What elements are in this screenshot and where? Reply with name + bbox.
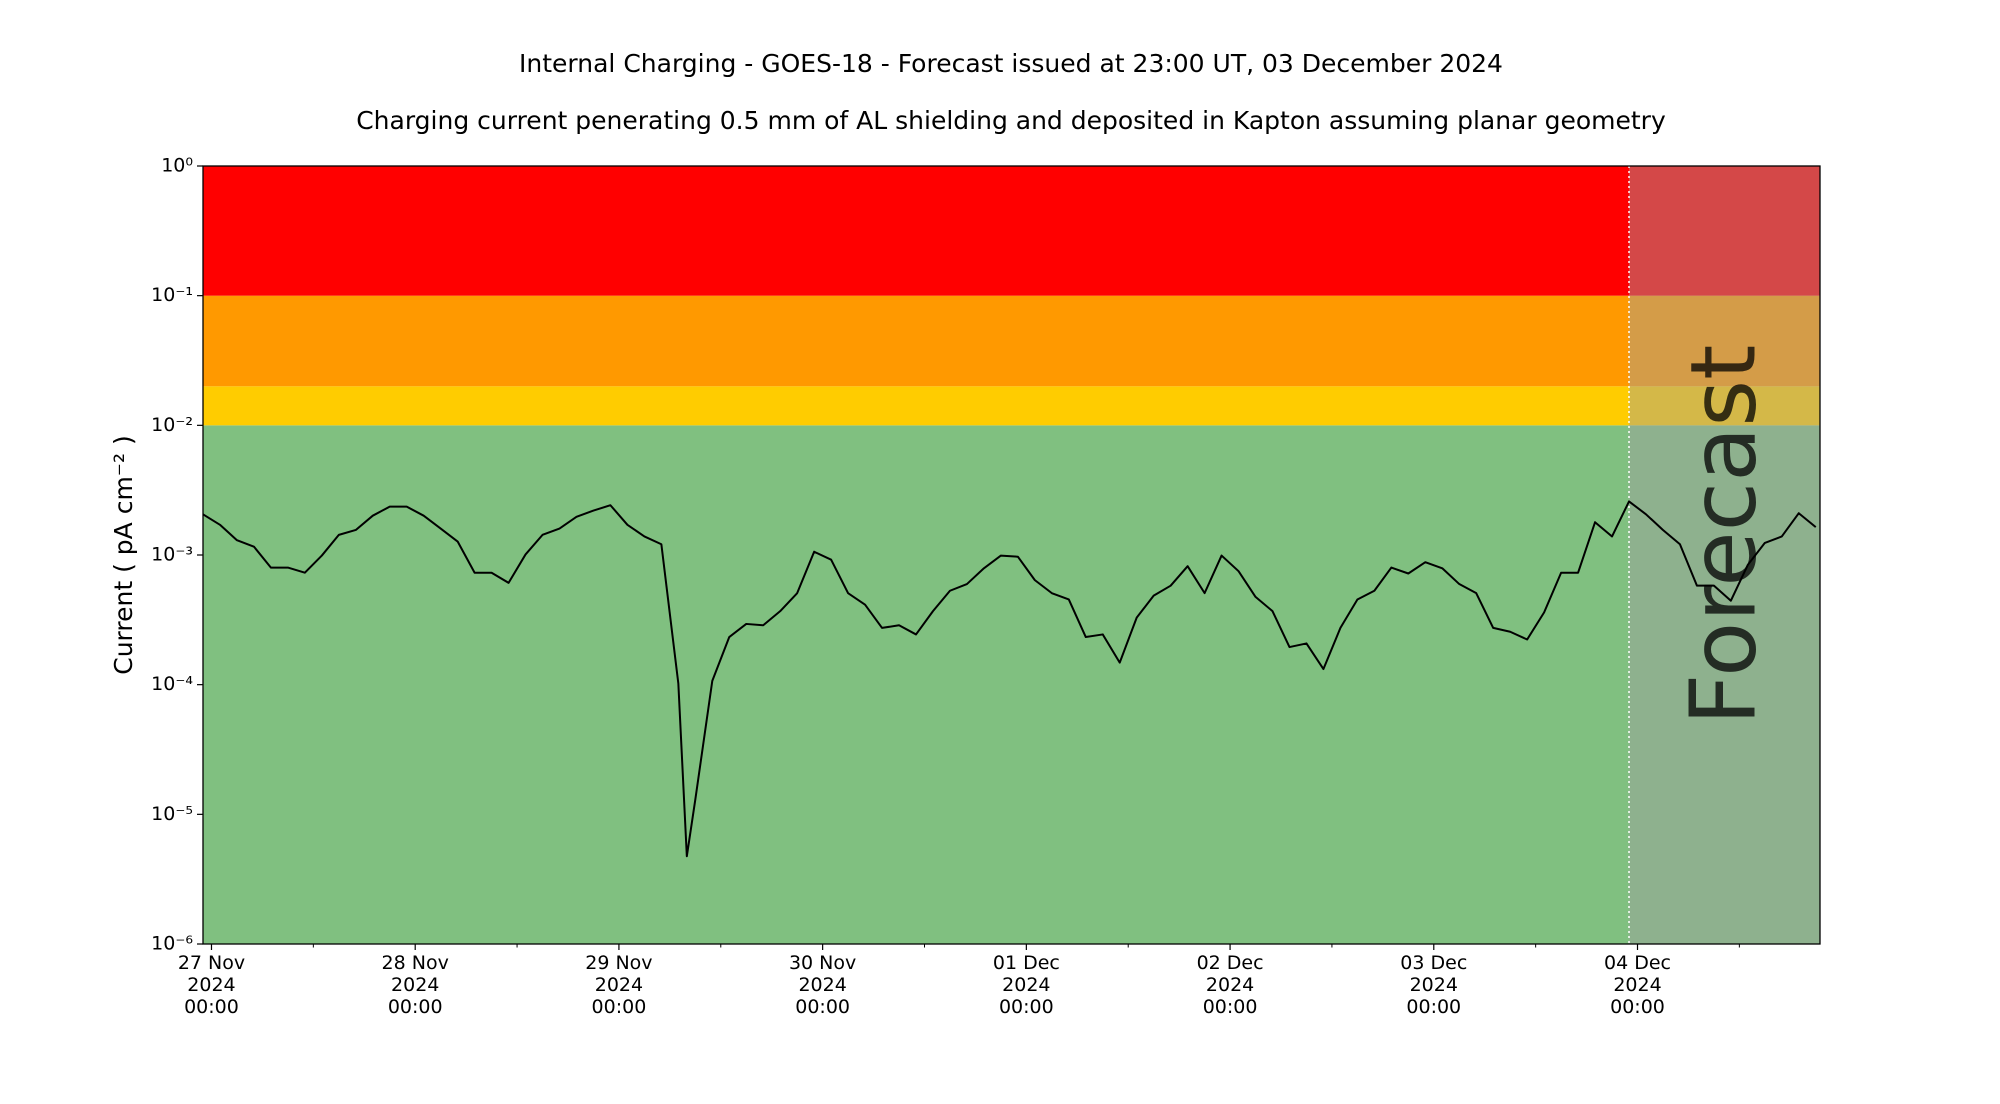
risk-zone: [203, 425, 1820, 944]
y-tick-label: 10⁻⁶: [151, 933, 193, 955]
chart-title: Internal Charging - GOES-18 - Forecast i…: [519, 49, 1503, 78]
y-tick-label: 10⁻¹: [151, 284, 193, 306]
x-tick-label: 28 Nov 2024 00:00: [382, 952, 449, 1018]
y-tick-label: 10⁻⁵: [151, 803, 193, 825]
forecast-label: Forecast: [1671, 345, 1776, 726]
risk-zone: [203, 166, 1820, 296]
x-tick-label: 30 Nov 2024 00:00: [789, 952, 856, 1018]
y-tick-label: 10⁻²: [151, 414, 193, 436]
y-tick-label: 10⁻⁴: [151, 673, 193, 695]
x-tick-label: 27 Nov 2024 00:00: [178, 952, 245, 1018]
x-tick-label: 01 Dec 2024 00:00: [993, 952, 1060, 1018]
x-tick-label: 02 Dec 2024 00:00: [1197, 952, 1264, 1018]
x-tick-label: 29 Nov 2024 00:00: [585, 952, 652, 1018]
x-tick-label: 04 Dec 2024 00:00: [1604, 952, 1671, 1018]
forecast-region: [1629, 166, 1820, 944]
x-tick-label: 03 Dec 2024 00:00: [1400, 952, 1467, 1018]
chart-subtitle: Charging current penerating 0.5 mm of AL…: [356, 106, 1666, 135]
risk-zone: [203, 386, 1820, 426]
data-line: [202, 500, 1817, 858]
y-tick-label: 10⁻³: [151, 544, 193, 566]
risk-zone: [203, 295, 1820, 387]
y-tick-label: 10⁰: [161, 155, 193, 177]
y-axis-label: Current ( pA cm⁻² ): [109, 435, 138, 674]
